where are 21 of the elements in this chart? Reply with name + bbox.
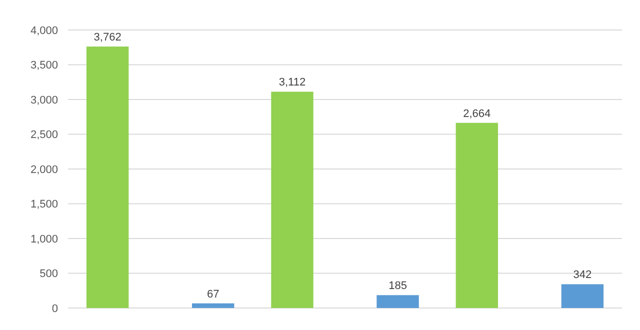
data-label: 185 — [388, 280, 407, 292]
y-tick-label: 1,500 — [30, 198, 58, 211]
y-tick-label: 1,000 — [30, 233, 58, 246]
y-tick-label: 3,500 — [30, 60, 58, 72]
y-tick-label: 3,000 — [30, 94, 58, 106]
bar — [561, 284, 604, 308]
data-label: 342 — [573, 269, 592, 282]
data-label: 3,112 — [278, 76, 306, 89]
y-tick-label: 500 — [40, 268, 58, 280]
y-tick-label: 2,500 — [30, 129, 58, 142]
bar — [456, 122, 498, 308]
data-label: 2,664 — [463, 108, 491, 120]
y-tick-label: 0 — [52, 302, 58, 315]
bar — [271, 92, 314, 308]
bar — [86, 46, 129, 308]
data-label: 67 — [206, 288, 220, 300]
y-tick-label: 4,000 — [30, 24, 58, 37]
y-tick-label: 2,000 — [30, 164, 58, 176]
data-label: 3,762 — [94, 32, 122, 44]
bar — [376, 295, 419, 308]
bar — [192, 303, 234, 308]
